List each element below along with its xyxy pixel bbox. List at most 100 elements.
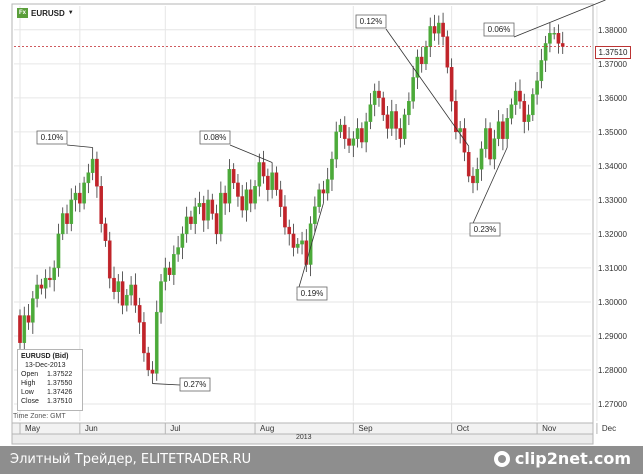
candle-body [377, 90, 381, 99]
candle-body [556, 33, 561, 44]
candle-body [167, 267, 172, 275]
y-tick-label: 1.27000 [598, 400, 627, 409]
candle-body [274, 172, 279, 190]
candle-body [137, 305, 142, 323]
candle-body [219, 192, 223, 235]
candle-body [355, 128, 360, 139]
candle-body [560, 43, 565, 47]
candle-body [402, 114, 407, 139]
candle-body [78, 192, 82, 204]
candle-body [231, 169, 236, 184]
candle-body [266, 175, 270, 190]
candle-body [120, 281, 125, 306]
candle-body [458, 128, 462, 133]
callout-leader [152, 383, 181, 386]
candle-body [112, 277, 116, 292]
candle-body [82, 182, 86, 204]
candle-body [548, 33, 552, 44]
clip2net-logo: clip2net.com [493, 449, 631, 468]
x-tick-label: May [25, 424, 40, 433]
footer-caption: Элитный Трейдер, ELITETRADER.RU [10, 452, 252, 467]
low-value: 1.37426 [47, 389, 73, 396]
y-tick-label: 1.32000 [598, 230, 627, 239]
candle-body [509, 104, 514, 119]
candle-body [244, 189, 249, 211]
candle-body [535, 80, 539, 95]
x-tick-label: Sep [358, 424, 373, 433]
candle-body [424, 46, 428, 65]
cloud-icon [493, 450, 510, 467]
close-label: Close [21, 398, 39, 405]
y-tick-label: 1.35000 [598, 128, 627, 137]
y-tick-label: 1.34000 [598, 162, 627, 171]
candle-body [526, 114, 531, 122]
candle-body [206, 199, 210, 221]
candle-body [325, 179, 330, 194]
y-tick-label: 1.31000 [598, 264, 627, 273]
candle-body [484, 128, 488, 150]
y-tick-label: 1.28000 [598, 366, 627, 375]
candle-body [394, 111, 398, 129]
callout-label: 0.10% [41, 133, 64, 142]
open-label: Open [21, 371, 39, 378]
x-tick-label: Nov [542, 424, 556, 433]
candle-body [210, 199, 215, 214]
candle-body [518, 90, 522, 102]
chevron-down-icon[interactable]: ▼ [67, 10, 74, 16]
candle-body [35, 284, 39, 299]
candle-body [142, 322, 146, 354]
candle-body [99, 186, 103, 224]
candle-body [261, 162, 266, 177]
callout-label: 0.23% [474, 225, 497, 234]
candle-body [26, 315, 31, 323]
callout-box [179, 377, 211, 392]
candle-body [385, 114, 390, 129]
candle-body [43, 277, 48, 289]
candle-body [287, 226, 292, 235]
last-price-label: 1.37510 [595, 46, 631, 59]
callout-box [355, 14, 387, 29]
candle-body [180, 233, 185, 248]
callout-box [469, 222, 501, 237]
low-label: Low [21, 389, 34, 396]
candle-body [496, 121, 501, 139]
candle-body [441, 22, 445, 37]
candle-body [505, 118, 509, 139]
candle-body [501, 121, 505, 139]
candle-body [300, 240, 304, 245]
candle-body [103, 223, 108, 241]
candle-body [163, 267, 168, 282]
symbol-selector[interactable]: Fx EURUSD ▼ [17, 8, 74, 18]
candle-body [381, 97, 386, 116]
candle-body [95, 158, 99, 187]
y-tick-label: 1.38000 [598, 26, 627, 35]
candle-body [116, 281, 121, 292]
candle-body [176, 247, 180, 255]
candle-body [552, 33, 556, 35]
y-tick-label: 1.30000 [598, 298, 627, 307]
y-tick-label: 1.36000 [598, 94, 627, 103]
candle-body [531, 94, 535, 116]
candle-body [351, 138, 356, 146]
high-label: High [21, 380, 36, 387]
candle-body [539, 60, 544, 82]
candle-body [389, 111, 394, 129]
callout-label: 0.08% [204, 133, 227, 142]
candle-body [214, 213, 219, 235]
y-tick-label: 1.29000 [598, 332, 627, 341]
candle-body [133, 284, 138, 306]
high-value: 1.37550 [47, 380, 73, 387]
candle-body [313, 206, 317, 224]
close-value: 1.37510 [47, 398, 73, 405]
candle-body [479, 148, 484, 170]
ohlc-date: 13-Dec-2013 [25, 362, 66, 369]
y-tick-label: 1.33000 [598, 196, 627, 205]
open-value: 1.37522 [47, 371, 73, 378]
candle-body [60, 213, 65, 235]
candle-body [193, 206, 198, 224]
callout-leader [229, 144, 273, 163]
fx-icon: Fx [17, 8, 28, 18]
candle-body [411, 77, 415, 102]
candle-body [278, 189, 283, 207]
candle-body [146, 352, 151, 371]
